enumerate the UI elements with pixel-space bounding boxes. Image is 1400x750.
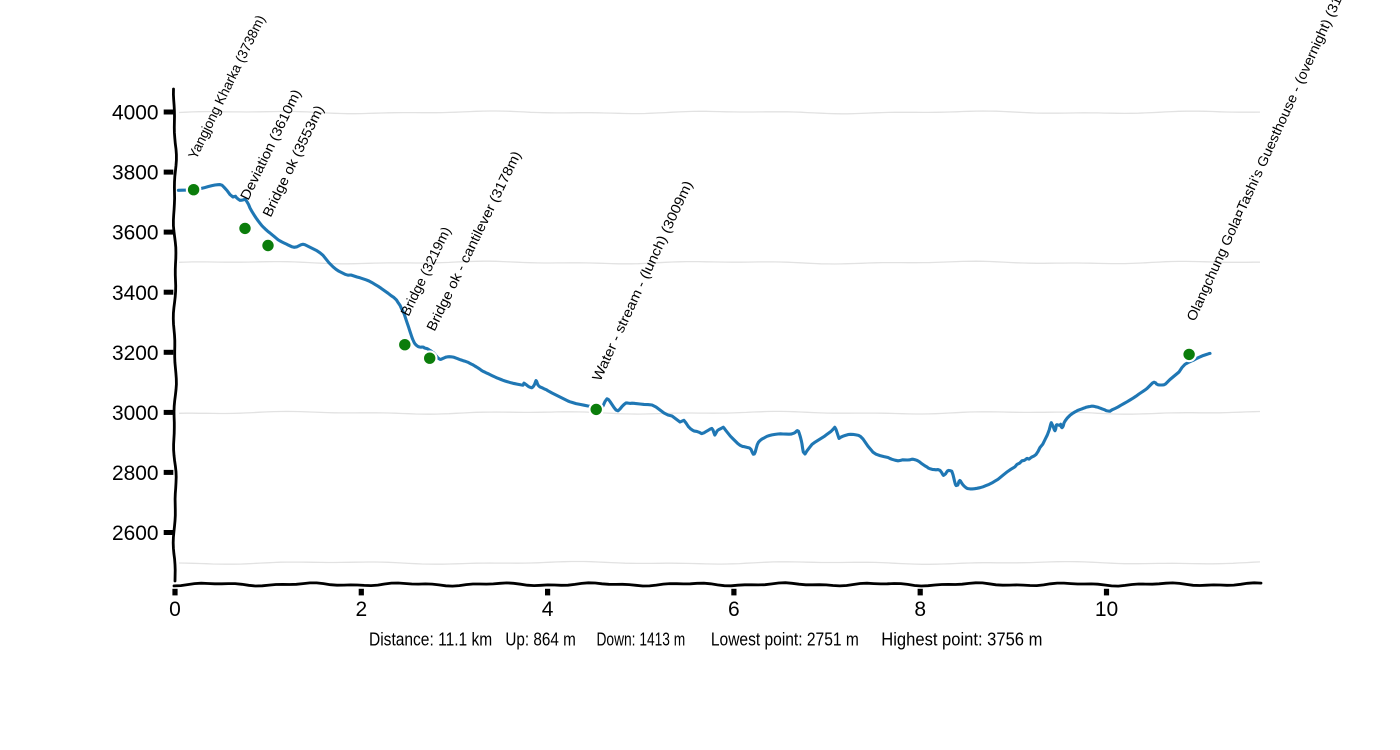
svg-text:Distance: 11.1 km: Distance: 11.1 km	[369, 630, 492, 650]
svg-text:3800: 3800	[112, 162, 159, 185]
svg-text:0: 0	[169, 598, 181, 621]
svg-text:2: 2	[355, 598, 367, 621]
svg-text:3600: 3600	[112, 222, 159, 245]
svg-text:4000: 4000	[112, 102, 159, 125]
svg-text:Highest point: 3756 m: Highest point: 3756 m	[881, 630, 1042, 650]
svg-text:Up: 864 m: Up: 864 m	[505, 630, 575, 650]
svg-text:Lowest point: 2751 m: Lowest point: 2751 m	[711, 630, 859, 650]
svg-text:3400: 3400	[112, 282, 159, 305]
svg-text:10: 10	[1095, 598, 1118, 621]
svg-text:2800: 2800	[112, 462, 159, 485]
svg-text:6: 6	[728, 598, 740, 621]
svg-text:Down: 1413 m: Down: 1413 m	[597, 630, 686, 650]
svg-text:3000: 3000	[112, 402, 159, 425]
svg-text:3200: 3200	[112, 342, 159, 365]
svg-text:2600: 2600	[112, 522, 159, 545]
svg-text:4: 4	[542, 598, 554, 621]
svg-text:8: 8	[914, 598, 926, 621]
